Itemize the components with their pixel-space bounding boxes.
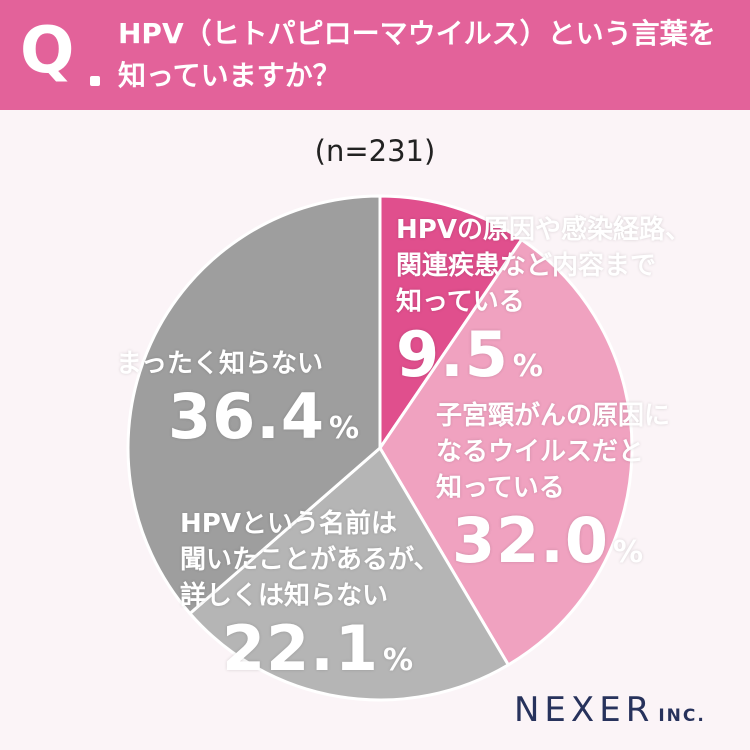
q-dot	[90, 76, 100, 86]
slice-dont-know	[126, 194, 382, 615]
slice-value-dont-know: 36.4%	[168, 380, 361, 453]
slice-know-virus	[378, 238, 634, 667]
slice-label-know-details: HPVの原因や感染経路、 関連疾患など内容まで 知っている 9.5%	[396, 212, 691, 402]
nexer-logo: NEXER INC.	[514, 690, 706, 730]
slice-know-details	[378, 194, 524, 450]
slice-label-dont-know: まったく知らない 36.4%	[116, 346, 360, 464]
slice-value-know-details: 9.5%	[396, 318, 544, 391]
slice-label-know-virus: 子宮頸がんの原因に なるウイルスだと 知っている 32.0%	[436, 398, 670, 588]
question-line-1: HPV（ヒトパピローマウイルス）という言葉を	[118, 17, 716, 50]
slice-value-know-virus: 32.0%	[452, 504, 645, 577]
question-line-2: 知っていますか？	[118, 59, 341, 92]
slice-value-heard-only: 22.1%	[222, 612, 415, 685]
pie-slices	[126, 194, 634, 702]
q-mark: Q	[20, 14, 75, 88]
sample-size: (n=231)	[314, 134, 436, 168]
slice-heard-only	[188, 446, 510, 702]
question-header	[0, 0, 750, 110]
slice-label-heard-only: HPVという名前は 聞いたことがあるが、 詳しくは知らない 22.1%	[180, 506, 439, 696]
question-text: HPV（ヒトパピローマウイルス）という言葉を 知っていますか？	[118, 13, 738, 97]
